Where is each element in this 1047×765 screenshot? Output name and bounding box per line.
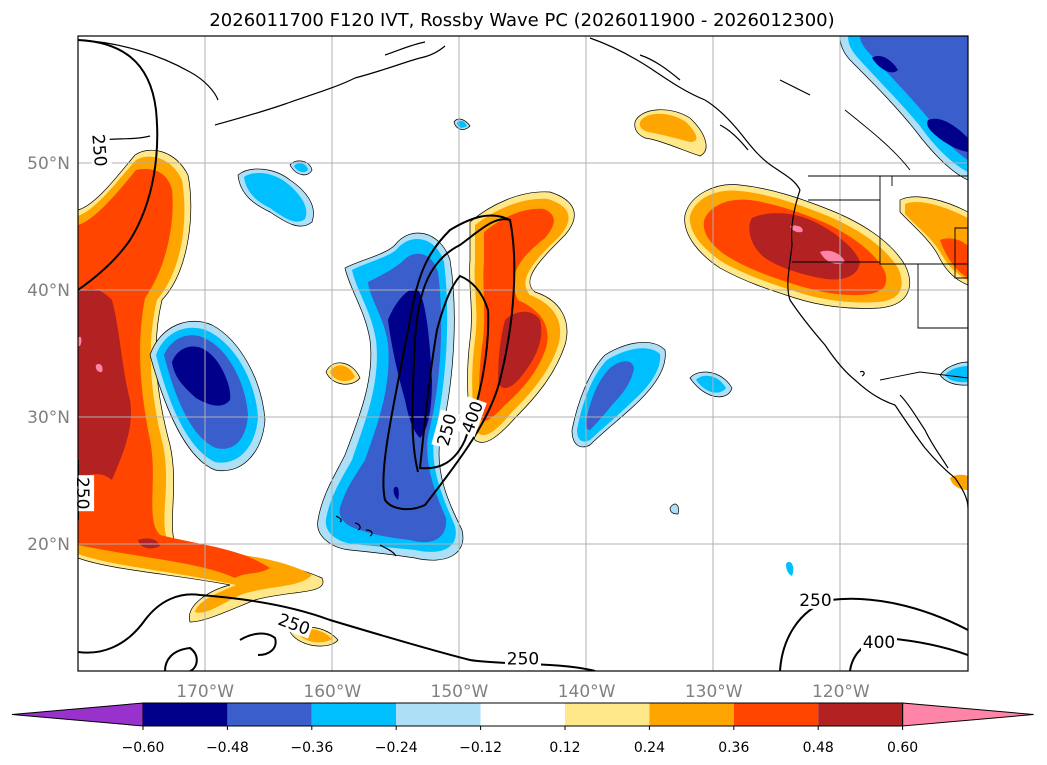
colorbar-segment [396, 703, 481, 726]
colorbar-segment [733, 703, 819, 726]
coastlines [78, 37, 968, 557]
contour-label: 250 [72, 475, 95, 512]
map-frame [77, 35, 969, 672]
colorbar-tick-label: 0.24 [634, 740, 665, 756]
contour-label-text: 250 [799, 591, 831, 611]
contour-label-halo [74, 475, 95, 512]
colorbar-tick-label: −0.60 [122, 740, 165, 756]
contour-label-halo [274, 607, 315, 639]
contour-label: 250 [797, 588, 834, 611]
colorbar-tick-label: 0.48 [803, 740, 834, 756]
lon-tick-label: 130°W [685, 682, 743, 702]
positive-feature-pacific-northwest [634, 109, 968, 490]
negative-feature-western-pacific [149, 321, 266, 472]
contour-label-halo [797, 588, 834, 609]
lon-tick-label: 120°W [812, 682, 870, 702]
colorbar-tick-label: −0.24 [375, 740, 418, 756]
contour-label-halo [861, 630, 897, 651]
contour-label-text: 400 [863, 633, 895, 653]
map-gridlines [78, 36, 968, 671]
contour-label-halo [431, 409, 461, 450]
lat-tick-label: 30°N [27, 408, 70, 428]
negative-feature-canada [839, 36, 968, 386]
lon-tick-label: 150°W [431, 682, 489, 702]
negative-feature-north-central [237, 160, 314, 227]
colorbar-segment [311, 703, 397, 726]
colorbar-extend-max [902, 702, 1034, 727]
colorbar-tick-label: 0.12 [549, 740, 580, 756]
chart-title: 2026011700 F120 IVT, Rossby Wave PC (202… [209, 10, 834, 31]
contour-label: 400 [861, 630, 897, 653]
lat-tick-label: 50°N [27, 154, 70, 174]
lon-tick-label: 170°W [176, 682, 234, 702]
contour-label-halo [89, 131, 113, 170]
colorbar-tick-label: 0.60 [887, 740, 918, 756]
colorbar-tick-label: −0.12 [459, 740, 502, 756]
political-borders [792, 109, 968, 381]
lat-tick-label: 40°N [27, 281, 70, 301]
colorbar-extend-min [11, 702, 144, 727]
lon-tick-label: 160°W [303, 682, 361, 702]
contour-label-text: 250 [507, 649, 539, 669]
contour-label-halo [455, 396, 487, 437]
lat-tick-label: 20°N [27, 535, 70, 555]
map-content [78, 36, 968, 671]
colorbar-segment [480, 703, 565, 726]
colorbar-outline [142, 702, 904, 727]
negative-feature-east-pacific [571, 342, 794, 576]
colorbar-segment [649, 703, 734, 726]
contour-label: 250 [87, 131, 113, 170]
contour-label: 250 [505, 647, 541, 669]
colorbar-segment [143, 703, 228, 726]
longitude-tick-labels: 170°W 160°W 150°W 140°W 130°W 120°W [176, 682, 870, 702]
lon-tick-label: 140°W [558, 682, 616, 702]
colorbar-tick-label: −0.48 [206, 740, 249, 756]
contour-label-halo [505, 647, 541, 668]
negative-feature-central-pacific [317, 118, 471, 561]
latitude-tick-labels: 20°N 30°N 40°N 50°N [27, 154, 70, 555]
contour-label-text: 250 [72, 477, 92, 509]
colorbar-segment [818, 703, 903, 726]
colorbar: −0.60 −0.48 −0.36 −0.24 −0.12 0.12 0.24 0.36 0.4… [11, 702, 1034, 756]
colorbar-segment [227, 703, 312, 726]
colorbar-tick-label: 0.36 [718, 740, 749, 756]
contour-label-text: 250 [87, 133, 110, 167]
colorbar-tick-label: −0.36 [290, 740, 333, 756]
colorbar-segment [565, 703, 650, 726]
